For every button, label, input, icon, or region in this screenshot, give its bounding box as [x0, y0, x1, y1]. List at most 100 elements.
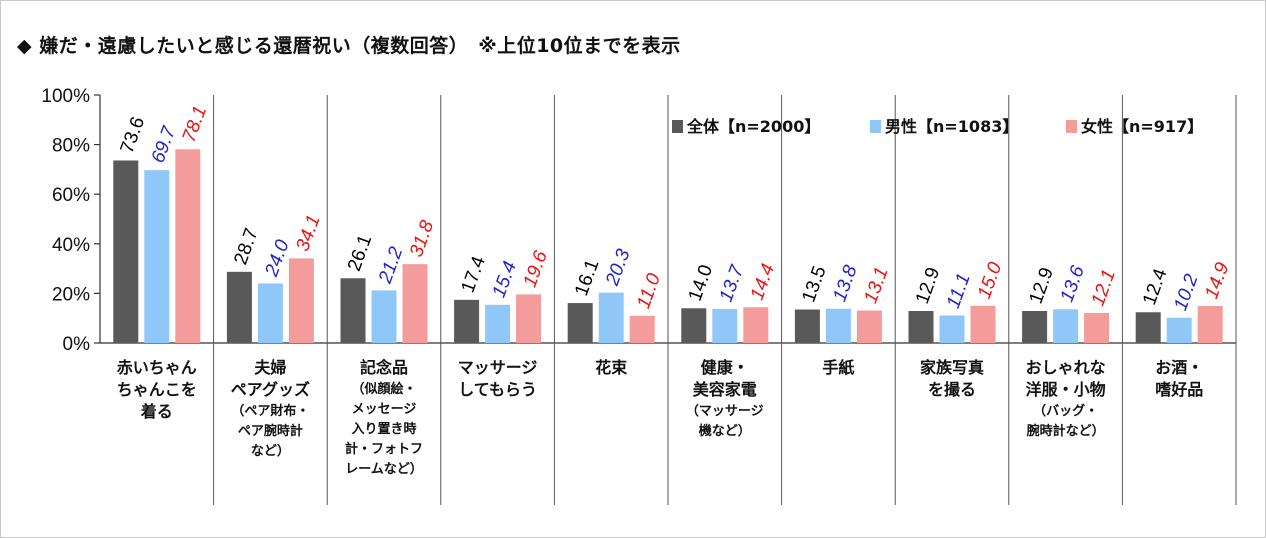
axes: 0% 20% 40% 60% 80% 100% [41, 86, 1237, 505]
legend-label: 全体【n=2000】 [686, 117, 820, 136]
data-label: 14.0 [685, 262, 717, 304]
data-labels: 73.6 28.7 26.1 17.4 16.1 14.0 13.5 12.9 12.9 12.4… [117, 103, 1234, 313]
bar [371, 290, 397, 343]
data-label: 20.3 [602, 246, 635, 289]
category-label: 赤いちゃん [117, 358, 197, 377]
bar [1135, 312, 1161, 343]
category-label: 手紙 [822, 358, 854, 377]
bar [794, 309, 820, 343]
bar [516, 294, 542, 343]
bar [257, 283, 283, 343]
bar [629, 315, 655, 343]
category-label: ペアグッズ [231, 380, 310, 399]
bar [1022, 311, 1048, 343]
data-label: 14.4 [747, 261, 779, 303]
category-sublabel: 腕時計など） [1027, 423, 1105, 439]
data-label: 11.1 [943, 271, 975, 312]
bar [402, 264, 428, 343]
data-label: 31.8 [406, 218, 439, 260]
bar [226, 271, 252, 343]
category-label: おしゃれな [1026, 358, 1106, 377]
data-label: 13.1 [860, 264, 892, 306]
category-label: マッサージ [458, 358, 538, 377]
legend-swatch [672, 120, 683, 133]
chart-title: ◆ 嫌だ・遠慮したいと感じる還暦祝い（複数回答） ※上位10位までを表示 [17, 35, 681, 57]
category-sublabel: など） [251, 443, 290, 459]
y-tick-label: 40% [52, 235, 90, 256]
bar [288, 258, 314, 343]
y-tick-label: 0% [63, 334, 91, 355]
legend-swatch [870, 120, 881, 133]
bar [1053, 309, 1079, 343]
category-sublabel: （バッグ・ [1033, 403, 1098, 419]
bar [567, 303, 593, 343]
bar [1197, 306, 1223, 343]
category-sublabel: （似顔絵・ [351, 381, 416, 397]
category-sublabel: 計・フォトフ [345, 441, 423, 457]
data-label: 16.1 [571, 257, 603, 299]
bar [340, 278, 366, 343]
category-label: 美容家電 [693, 380, 757, 399]
data-label: 14.9 [1201, 259, 1234, 301]
bar [113, 160, 139, 343]
data-label: 28.7 [230, 226, 262, 268]
category-label: 着る [140, 402, 173, 421]
category-label: 記念品 [360, 358, 408, 377]
data-label: 73.6 [117, 114, 149, 156]
data-label: 11.0 [633, 270, 665, 311]
bar [908, 311, 934, 343]
y-tick-label: 20% [52, 284, 90, 305]
category-sublabel: （ペア財布・ [231, 403, 309, 419]
bar [1166, 317, 1192, 343]
bar [939, 315, 965, 343]
category-sublabel: 入り置き時 [351, 421, 416, 437]
legend-label: 男性【n=1083】 [885, 117, 1018, 136]
category-label: 夫婦 [254, 358, 286, 377]
legend-label: 女性【n=917】 [1081, 117, 1203, 136]
category-sublabel: レームなど） [345, 461, 423, 477]
category-label: 嗜好品 [1155, 380, 1203, 399]
data-label: 12.1 [1088, 267, 1120, 309]
category-label: してもらう [458, 380, 537, 399]
data-label: 12.4 [1139, 266, 1172, 308]
category-label: 健康・ [701, 358, 749, 377]
bar [743, 307, 769, 343]
category-sublabel: ペア腕時計 [238, 423, 303, 439]
bar [825, 308, 851, 343]
data-label: 34.1 [292, 212, 324, 254]
data-label: 13.8 [829, 262, 862, 304]
category-label: ちゃんこを [117, 380, 197, 399]
category-sublabel: （マッサージ [686, 403, 764, 419]
legend-swatch [1066, 120, 1077, 133]
bar [598, 292, 624, 343]
bar [175, 149, 201, 343]
category-label: 花束 [595, 358, 628, 377]
bar [485, 304, 511, 343]
category-sublabel: 機など） [699, 423, 751, 439]
bar [1084, 312, 1110, 343]
data-label: 78.1 [179, 103, 211, 145]
bar [681, 308, 707, 343]
bar [712, 309, 738, 343]
data-label: 17.4 [458, 253, 491, 295]
data-label: 12.9 [912, 265, 944, 307]
data-label: 13.5 [798, 263, 830, 305]
bar [454, 299, 480, 343]
y-tick-label: 100% [41, 86, 90, 107]
category-label: を撮る [928, 380, 976, 399]
y-tick-label: 80% [52, 136, 90, 157]
data-label: 12.9 [1026, 265, 1058, 307]
legend: 全体【n=2000】 男性【n=1083】 女性【n=917】 [672, 117, 1203, 136]
data-label: 13.7 [716, 261, 749, 304]
bars [113, 149, 1223, 343]
data-label: 26.1 [344, 232, 376, 274]
category-label: 家族写真 [920, 358, 984, 377]
data-label: 13.6 [1057, 263, 1090, 305]
category-label: 洋服・小物 [1026, 380, 1106, 399]
category-label: お酒・ [1155, 358, 1203, 377]
y-tick-label: 60% [52, 185, 90, 206]
data-label: 15.4 [489, 259, 521, 301]
